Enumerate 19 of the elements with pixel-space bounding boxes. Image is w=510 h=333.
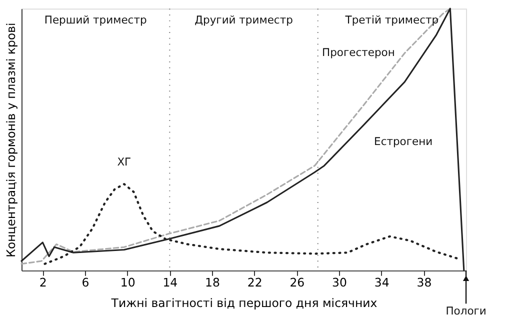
x-tick-label: 26 — [290, 276, 305, 290]
y-axis-title: Концентрація гормонів у плазмі крові — [4, 22, 18, 258]
x-axis-title: Тижні вагітності від першого дня місячних — [110, 296, 378, 310]
x-tick-label: 34 — [374, 276, 390, 290]
x-tick-label: 22 — [247, 276, 262, 290]
annotation: Третій триместр — [344, 13, 439, 26]
x-tick-label: 2 — [39, 276, 47, 290]
annotation: Другий триместр — [194, 13, 294, 26]
annotation: Перший триместр — [44, 13, 147, 26]
x-tick-label: 10 — [120, 276, 136, 290]
series-label: ХГ — [117, 155, 132, 168]
x-tick-label: 30 — [332, 276, 347, 290]
annotation: Пологи — [446, 304, 486, 318]
x-tick-label: 18 — [205, 276, 220, 290]
series-label: Прогестерон — [322, 46, 395, 60]
x-tick-label: 14 — [162, 276, 178, 290]
series-label: Естрогени — [374, 135, 433, 148]
x-tick-label: 6 — [82, 276, 90, 290]
x-tick-label: 38 — [416, 276, 432, 290]
